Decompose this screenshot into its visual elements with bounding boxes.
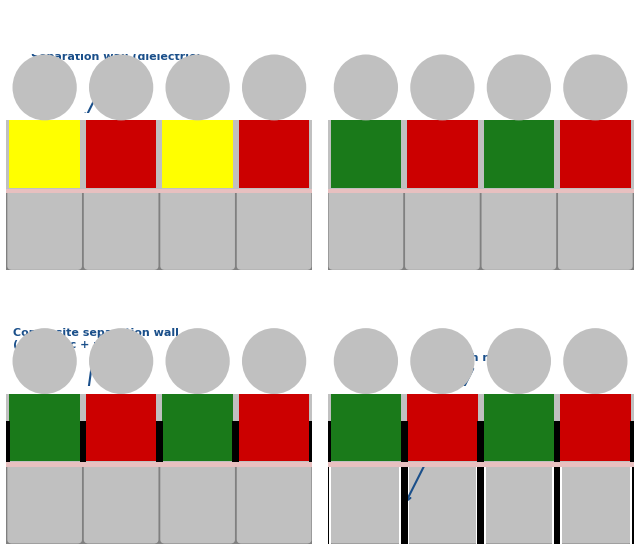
FancyBboxPatch shape [160, 461, 235, 544]
Bar [6, 386, 312, 462]
Bar [328, 113, 634, 120]
Bar [554, 421, 561, 462]
Bar [477, 462, 484, 544]
FancyBboxPatch shape [328, 188, 403, 270]
Text: (a) RYYB CFA pattern: (a) RYYB CFA pattern [13, 19, 151, 32]
Ellipse shape [166, 54, 230, 120]
Bar [484, 386, 554, 461]
Bar [6, 189, 312, 193]
Bar [328, 462, 634, 467]
Ellipse shape [410, 328, 474, 394]
Text: (c) RGGB CFA with CG: (c) RGGB CFA with CG [13, 293, 158, 306]
FancyBboxPatch shape [7, 461, 82, 544]
Text: (d) RGGB CFA, CG, and BDTI: (d) RGGB CFA, CG, and BDTI [334, 293, 521, 306]
FancyBboxPatch shape [481, 461, 556, 544]
Bar [407, 113, 477, 188]
Bar [163, 113, 233, 188]
Bar [476, 462, 486, 544]
Text: BDTI (with metal fill): BDTI (with metal fill) [406, 354, 543, 501]
Bar [560, 113, 630, 188]
Ellipse shape [242, 54, 306, 120]
Bar [328, 113, 634, 189]
Ellipse shape [563, 328, 627, 394]
Bar [86, 113, 156, 188]
Ellipse shape [89, 54, 153, 120]
Bar [331, 386, 401, 461]
Bar [6, 421, 10, 462]
Bar [163, 386, 233, 461]
FancyBboxPatch shape [558, 461, 633, 544]
Text: Separation wall (dielectric): Separation wall (dielectric) [31, 52, 200, 119]
Ellipse shape [334, 328, 398, 394]
Bar [328, 386, 634, 462]
Ellipse shape [242, 328, 306, 394]
Bar [328, 386, 634, 394]
Text: Composite separation wall
(dielectric + metal): Composite separation wall (dielectric + … [13, 328, 179, 424]
Bar [632, 462, 636, 544]
Bar [326, 462, 330, 544]
Ellipse shape [487, 328, 551, 394]
Bar [328, 189, 634, 270]
FancyBboxPatch shape [84, 461, 159, 544]
FancyBboxPatch shape [237, 461, 312, 544]
Bar [328, 290, 634, 328]
FancyBboxPatch shape [160, 188, 235, 270]
Bar [6, 113, 312, 120]
Bar [324, 462, 331, 544]
Bar [407, 386, 477, 461]
FancyBboxPatch shape [7, 188, 82, 270]
Bar [10, 386, 80, 461]
Text: (b) RGGB CFA pattern: (b) RGGB CFA pattern [334, 19, 478, 32]
Bar [560, 386, 630, 461]
FancyBboxPatch shape [237, 188, 312, 270]
Bar [328, 189, 634, 193]
FancyBboxPatch shape [481, 188, 556, 270]
Bar [552, 462, 562, 544]
Bar [156, 421, 163, 462]
Bar [401, 462, 408, 544]
Bar [328, 462, 634, 544]
Bar [6, 16, 312, 54]
Bar [6, 386, 312, 394]
Bar [6, 189, 312, 270]
FancyBboxPatch shape [405, 461, 480, 544]
Bar [239, 113, 309, 188]
Bar [328, 16, 634, 54]
FancyBboxPatch shape [328, 461, 403, 544]
Ellipse shape [13, 54, 77, 120]
Bar [239, 386, 309, 461]
FancyBboxPatch shape [84, 188, 159, 270]
Bar [630, 462, 637, 544]
Bar [6, 462, 312, 467]
Bar [401, 421, 408, 462]
Ellipse shape [166, 328, 230, 394]
Ellipse shape [563, 54, 627, 120]
Bar [6, 290, 312, 328]
Bar [554, 462, 561, 544]
Bar [630, 421, 634, 462]
Ellipse shape [13, 328, 77, 394]
Bar [328, 421, 331, 462]
Ellipse shape [89, 328, 153, 394]
Bar [6, 462, 312, 544]
FancyBboxPatch shape [405, 188, 480, 270]
Ellipse shape [487, 54, 551, 120]
Bar [79, 421, 86, 462]
Bar [484, 113, 554, 188]
Bar [309, 421, 312, 462]
Bar [6, 113, 312, 189]
Ellipse shape [410, 54, 474, 120]
Bar [477, 421, 484, 462]
Bar [399, 462, 409, 544]
Bar [10, 113, 80, 188]
Bar [331, 113, 401, 188]
FancyBboxPatch shape [558, 188, 633, 270]
Bar [232, 421, 239, 462]
Ellipse shape [334, 54, 398, 120]
Bar [86, 386, 156, 461]
